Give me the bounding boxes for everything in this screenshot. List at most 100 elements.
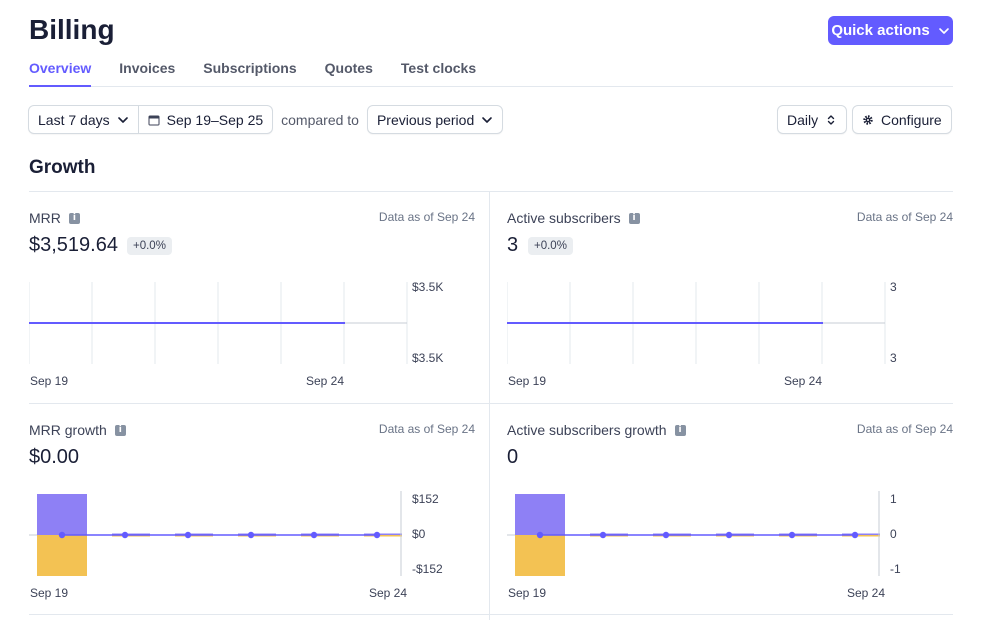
y-tick-label: -1 (890, 562, 901, 576)
net-point (310, 531, 318, 539)
active-subscribers-card[interactable]: Active subscribers i Data as of Sep 24 3 … (507, 192, 953, 404)
x-tick-label: Sep 24 (306, 374, 344, 388)
date-picker-label: Sep 19–Sep 25 (166, 111, 264, 128)
bar-negative (37, 535, 87, 576)
net-point (662, 531, 670, 539)
date-range-select[interactable]: Last 7 days (28, 105, 139, 134)
bar-positive (364, 533, 402, 535)
active-subscribers-growth-chart: 1 0 -1 Sep 19 Sep 24 (507, 491, 901, 600)
y-tick-label: $152 (412, 492, 439, 506)
y-tick-label: $0 (412, 527, 426, 541)
card-title-text: MRR (29, 210, 61, 226)
configure-label: Configure (881, 111, 942, 128)
y-tick-label: 0 (890, 527, 897, 541)
x-tick-label: Sep 19 (30, 374, 68, 388)
calendar-icon (148, 115, 160, 125)
data-as-of: Data as of Sep 24 (856, 422, 953, 436)
date-picker-button[interactable]: Sep 19–Sep 25 (138, 105, 274, 134)
grid-divider (29, 614, 953, 615)
x-tick-label: Sep 19 (508, 586, 546, 600)
page-title: Billing (29, 14, 115, 45)
bar-negative (515, 535, 565, 576)
net-point (536, 531, 544, 539)
quick-actions-button[interactable]: Quick actions (828, 16, 953, 45)
grid-divider (489, 191, 490, 620)
gear-icon (863, 114, 873, 125)
card-title-text: MRR growth (29, 422, 107, 438)
net-point (788, 531, 796, 539)
y-tick-label: $3.5K (412, 280, 443, 294)
card-title-text: Active subscribers growth (507, 422, 667, 438)
net-point (725, 531, 733, 539)
comparison-label: Previous period (376, 111, 475, 128)
net-point (121, 531, 129, 539)
net-point (247, 531, 255, 539)
tab-invoices[interactable]: Invoices (119, 60, 176, 76)
net-point (58, 531, 66, 539)
net-point (851, 531, 859, 539)
card-value: $0.00 (29, 446, 80, 468)
card-value: 3 (507, 234, 519, 256)
change-badge: +0.0% (127, 237, 172, 255)
chevron-up-down-icon (827, 114, 835, 125)
tab-quotes[interactable]: Quotes (324, 60, 373, 76)
card-title: MRR i (29, 210, 80, 226)
comparison-select[interactable]: Previous period (366, 105, 504, 134)
y-tick-label: 3 (890, 280, 897, 294)
bar-positive (515, 494, 565, 535)
grid-divider (29, 191, 953, 192)
configure-button[interactable]: Configure (852, 105, 952, 134)
active-subscribers-growth-card[interactable]: Active subscribers growth i Data as of Se… (507, 404, 953, 616)
x-tick-label: Sep 19 (508, 374, 546, 388)
bar-positive (37, 494, 87, 535)
data-as-of: Data as of Sep 24 (856, 210, 953, 224)
bar-negative (364, 535, 402, 537)
y-tick-label: $3.5K (412, 351, 443, 365)
y-tick-label: 1 (890, 492, 897, 506)
mrr-growth-card[interactable]: MRR growth i Data as of Sep 24 $0.00 $152… (29, 404, 475, 616)
card-value: 0 (507, 446, 519, 468)
tab-bar: Overview Invoices Subscriptions Quotes T… (29, 58, 953, 87)
card-title: Active subscribers growth i (507, 422, 686, 438)
chevron-down-icon (938, 27, 949, 34)
y-tick-label: 3 (890, 351, 897, 365)
net-point (599, 531, 607, 539)
info-icon[interactable]: i (628, 212, 640, 224)
card-title: Active subscribers i (507, 210, 640, 226)
chevron-down-icon (117, 116, 128, 123)
bar-positive (842, 533, 880, 535)
date-range-label: Last 7 days (38, 111, 110, 128)
interval-select[interactable]: Daily (777, 105, 848, 134)
card-title-text: Active subscribers (507, 210, 621, 226)
chevron-down-icon (482, 116, 493, 123)
x-tick-label: Sep 24 (847, 586, 885, 600)
mrr-growth-chart: $152 $0 -$152 Sep 19 Sep 24 (29, 491, 443, 600)
info-icon[interactable]: i (114, 424, 126, 436)
x-tick-label: Sep 19 (30, 586, 68, 600)
net-point (373, 531, 381, 539)
y-tick-label: -$152 (412, 562, 443, 576)
interval-label: Daily (787, 111, 819, 128)
compared-to-label: compared to (281, 111, 359, 128)
x-tick-label: Sep 24 (784, 374, 822, 388)
info-icon[interactable]: i (68, 212, 80, 224)
tab-subscriptions[interactable]: Subscriptions (203, 60, 297, 76)
mrr-card[interactable]: MRR i Data as of Sep 24 $3,519.64 +0.0% $… (29, 192, 475, 404)
quick-actions-label: Quick actions (831, 22, 930, 39)
tab-overview[interactable]: Overview (29, 58, 92, 87)
active-subscribers-chart: 3 3 Sep 19 Sep 24 (507, 280, 897, 388)
data-as-of: Data as of Sep 24 (378, 422, 475, 436)
card-value: $3,519.64 (29, 234, 118, 256)
filter-bar: Last 7 days Sep 19–Sep 25 compared to Pr… (28, 105, 504, 134)
grid-divider (29, 403, 953, 404)
net-point (184, 531, 192, 539)
section-title: Growth (29, 157, 96, 178)
x-tick-label: Sep 24 (369, 586, 407, 600)
tab-test-clocks[interactable]: Test clocks (400, 60, 477, 76)
bar-negative (842, 535, 880, 537)
change-badge: +0.0% (528, 237, 573, 255)
card-title: MRR growth i (29, 422, 126, 438)
data-as-of: Data as of Sep 24 (378, 210, 475, 224)
mrr-chart: $3.5K $3.5K Sep 19 Sep 24 (29, 280, 443, 388)
info-icon[interactable]: i (674, 424, 686, 436)
